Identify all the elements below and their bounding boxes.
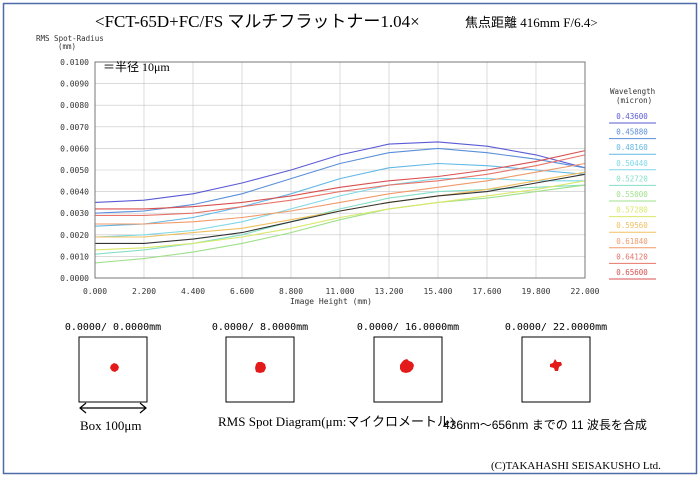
spot-box — [521, 336, 591, 403]
x-tick-label: 19.800 — [522, 287, 551, 296]
x-axis-label: Image Height (mm) — [290, 297, 372, 306]
series-lines — [94, 141, 586, 264]
y-tick-label: 0.0000 — [60, 274, 89, 283]
x-tick-label: 8.800 — [279, 287, 303, 296]
series-line — [95, 154, 586, 216]
box-scale-label: Box 100μm — [80, 418, 142, 433]
wavelength-note: 436nm～656nm までの 11 波長を合成 — [443, 417, 647, 432]
x-tick-label: 22.000 — [571, 287, 600, 296]
spot-diagram-caption: RMS Spot Diagram(μm:マイクロメートル) — [218, 414, 454, 429]
series-line — [94, 180, 586, 251]
chart-subtitle: 焦点距離 416mm F/6.4> — [465, 15, 598, 30]
x-tick-label: 2.200 — [132, 287, 156, 296]
legend-entry-label: 0.45880 — [616, 128, 648, 137]
legend-unit: (micron) — [616, 96, 652, 105]
y-tick-label: 0.0100 — [60, 58, 89, 67]
y-tick-labels: 0.0000 0.0010 0.0020 0.0030 0.0040 0.0050 0.00… — [60, 58, 89, 283]
chart-title: <FCT-65D+FC/FS マルチフラットナー1.04× — [95, 12, 420, 31]
spot-box — [78, 336, 148, 403]
legend-entry-label: 0.43600 — [616, 112, 648, 121]
plot-area: 0.0000 0.0010 0.0020 0.0030 0.0040 0.0050 0.00… — [60, 58, 600, 296]
series-line — [94, 147, 586, 214]
legend-entry-label: 0.52720 — [616, 174, 648, 183]
spot-field-label: 0.0000/ 22.0000mm — [505, 322, 607, 333]
legend-entry-label: 0.57280 — [616, 206, 648, 215]
box-scale-arrow — [79, 402, 147, 414]
grid-lines — [95, 62, 585, 278]
series-line — [95, 162, 586, 225]
legend-entry-label: 0.61840 — [616, 237, 648, 246]
y-axis-label: RMS Spot-Radius — [36, 34, 104, 43]
y-tick-label: 0.0010 — [60, 252, 89, 261]
legend-title: Wavelength — [610, 87, 655, 96]
x-tick-label: 15.400 — [424, 287, 453, 296]
copyright: (C)TAKAHASHI SEISAKUSHO Ltd. — [491, 460, 661, 472]
spot-mark — [110, 363, 119, 372]
x-tick-label: 4.400 — [181, 287, 205, 296]
legend-entry-label: 0.59560 — [616, 221, 648, 230]
spot-field-label: 0.0000/ 8.0000mm — [212, 322, 308, 333]
series-line — [94, 184, 586, 264]
legend-entry-label: 0.64120 — [616, 252, 648, 261]
x-tick-label: 0.000 — [83, 287, 107, 296]
y-tick-label: 0.0060 — [60, 144, 89, 153]
legend-entry-label: 0.65600 — [616, 268, 648, 277]
x-tick-label: 11.000 — [326, 287, 355, 296]
spot-diagrams: 0.0000/ 0.0000mm 0.0000/ 8.0000mm 0.0000/ … — [65, 322, 607, 403]
x-tick-label: 13.200 — [375, 287, 404, 296]
series-line — [94, 141, 586, 203]
spot-field-label: 0.0000/ 0.0000mm — [65, 322, 161, 333]
x-tick-label: 17.600 — [473, 287, 502, 296]
legend-entry-label: 0.55000 — [616, 190, 648, 199]
y-axis-unit: (mm) — [58, 42, 76, 51]
spot-mark — [400, 359, 414, 373]
plot-frame — [94, 61, 586, 279]
spot-mark — [550, 359, 562, 371]
y-tick-label: 0.0090 — [60, 80, 89, 89]
legend: 0.43600 0.45880 0.48160 0.50440 0.52720 0.550… — [609, 112, 656, 280]
series-line — [95, 150, 586, 210]
y-tick-label: 0.0020 — [60, 231, 89, 240]
y-tick-label: 0.0040 — [60, 188, 89, 197]
y-tick-label: 0.0030 — [60, 209, 89, 218]
x-tick-labels: 0.000 2.200 4.400 6.600 8.800 11.000 13.200 15.… — [83, 287, 600, 296]
series-line — [95, 173, 586, 244]
radius-annotation: ＝半径 10μm — [103, 60, 170, 74]
y-tick-label: 0.0050 — [60, 166, 89, 175]
spot-mark — [255, 362, 266, 373]
x-tick-label: 6.600 — [230, 287, 254, 296]
spot-field-label: 0.0000/ 16.0000mm — [357, 322, 459, 333]
legend-entry-label: 0.50440 — [616, 159, 648, 168]
legend-entry-label: 0.48160 — [616, 143, 648, 152]
y-tick-label: 0.0080 — [60, 101, 89, 110]
series-line — [94, 178, 585, 238]
y-tick-label: 0.0070 — [60, 123, 89, 132]
